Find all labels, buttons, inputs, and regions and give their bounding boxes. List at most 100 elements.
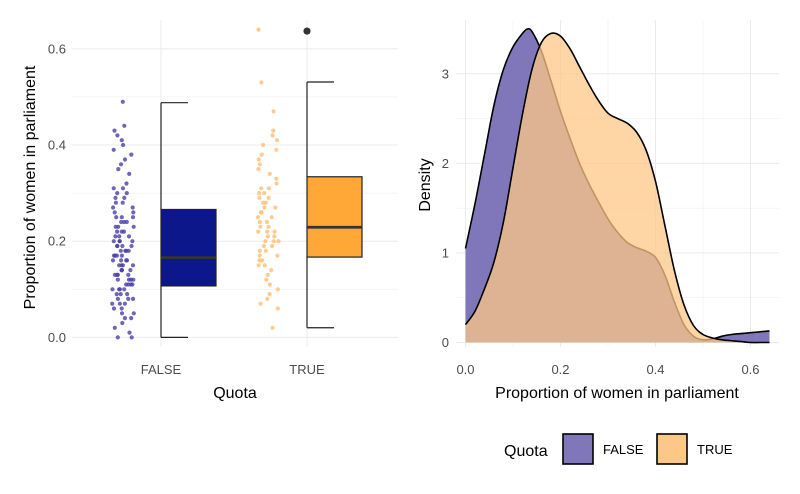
jitter-point <box>129 316 134 321</box>
jitter-point <box>271 128 276 133</box>
jitter-point <box>269 268 274 273</box>
jitter-point <box>111 205 116 210</box>
jitter-point <box>274 147 279 152</box>
jitter-point <box>259 210 264 215</box>
right-ytick-label: 1 <box>442 245 449 260</box>
box-true <box>303 27 363 329</box>
jitter-point <box>126 272 131 277</box>
jitter-point <box>113 200 118 205</box>
box-outlier <box>303 27 311 35</box>
jitter-point <box>130 215 136 220</box>
jitter-point <box>265 234 270 239</box>
jitter-point <box>264 277 269 282</box>
jitter-point <box>131 210 136 215</box>
jitter-point <box>122 157 128 162</box>
jitter-point <box>124 248 129 253</box>
left-x-axis-title: Quota <box>213 385 257 402</box>
jitter-point <box>122 195 127 200</box>
jitter-point <box>115 229 120 234</box>
right-xtick-label: 0.2 <box>551 362 569 377</box>
jitter-point <box>117 234 122 239</box>
jitter-points-true <box>255 27 281 330</box>
jitter-point <box>257 162 262 167</box>
jitter-point <box>115 277 120 282</box>
legend-label: FALSE <box>603 442 644 457</box>
jitter-point <box>275 287 280 292</box>
jitter-point <box>270 325 275 330</box>
jitter-point <box>129 335 134 340</box>
jitter-point <box>262 263 267 268</box>
jitter-point <box>263 248 268 253</box>
jitter-point <box>122 301 127 306</box>
jitter-point <box>117 301 122 306</box>
jitter-point <box>112 210 117 215</box>
jitter-point <box>126 234 132 239</box>
left-xtick-label: FALSE <box>141 362 182 377</box>
jitter-point <box>270 133 275 138</box>
jitter-point <box>259 80 264 85</box>
jitter-point <box>119 268 124 273</box>
jitter-point <box>275 253 280 258</box>
jitter-point <box>118 292 123 297</box>
jitter-point <box>115 335 120 340</box>
jitter-point <box>116 167 121 172</box>
jitter-point <box>119 215 124 220</box>
jitter-point <box>112 272 117 277</box>
jitter-point <box>114 215 119 220</box>
jitter-point <box>273 205 278 210</box>
jitter-point <box>111 239 116 244</box>
jitter-point <box>127 330 132 335</box>
jitter-point <box>113 195 118 200</box>
jitter-point <box>264 219 269 225</box>
jitter-point <box>110 287 115 292</box>
jitter-point <box>120 263 125 268</box>
jitter-point <box>257 248 262 253</box>
jitter-point <box>131 277 136 282</box>
jitter-point <box>110 258 116 263</box>
jitter-point <box>125 292 130 297</box>
left-ytick-label: 0.4 <box>48 138 66 153</box>
jitter-point <box>272 229 277 234</box>
jitter-point <box>267 171 272 176</box>
jitter-point <box>257 253 262 258</box>
right-ytick-label: 0 <box>442 335 449 350</box>
jitter-point <box>126 296 131 301</box>
jitter-point <box>274 176 279 181</box>
right-xtick-label: 0.6 <box>741 362 759 377</box>
right-x-axis-title: Proportion of women in parliament <box>495 385 739 402</box>
jitter-point <box>120 200 125 205</box>
jitter-point <box>129 243 134 249</box>
jitter-point <box>256 229 261 234</box>
jitter-point <box>128 268 133 273</box>
legend-title: Quota <box>504 443 548 460</box>
jitter-point <box>122 123 127 128</box>
jitter-point <box>256 27 261 32</box>
jitter-point <box>121 142 126 148</box>
jitter-point <box>256 157 261 162</box>
jitter-point <box>259 186 264 191</box>
jitter-point <box>120 320 125 326</box>
jitter-point <box>122 287 127 292</box>
left-y-axis-title: Proportion of women in parliament <box>22 65 39 309</box>
jitter-point <box>119 311 125 316</box>
jitter-point <box>263 239 268 244</box>
jitter-point <box>111 186 116 191</box>
jitter-point <box>269 215 274 220</box>
jitter-point <box>271 239 276 244</box>
jitter-point <box>127 171 132 176</box>
jitter-point <box>117 239 122 244</box>
box-false <box>160 102 217 338</box>
jitter-point <box>266 186 271 191</box>
jitter-point <box>259 152 264 157</box>
jitter-point <box>130 239 135 244</box>
jitter-point <box>112 325 117 330</box>
jitter-point <box>124 258 129 263</box>
left-ytick-label: 0.2 <box>48 234 66 249</box>
jitter-point <box>113 224 118 229</box>
jitter-point <box>272 234 277 239</box>
jitter-point <box>262 191 267 196</box>
jitter-point <box>119 306 124 311</box>
jitter-point <box>115 191 120 196</box>
